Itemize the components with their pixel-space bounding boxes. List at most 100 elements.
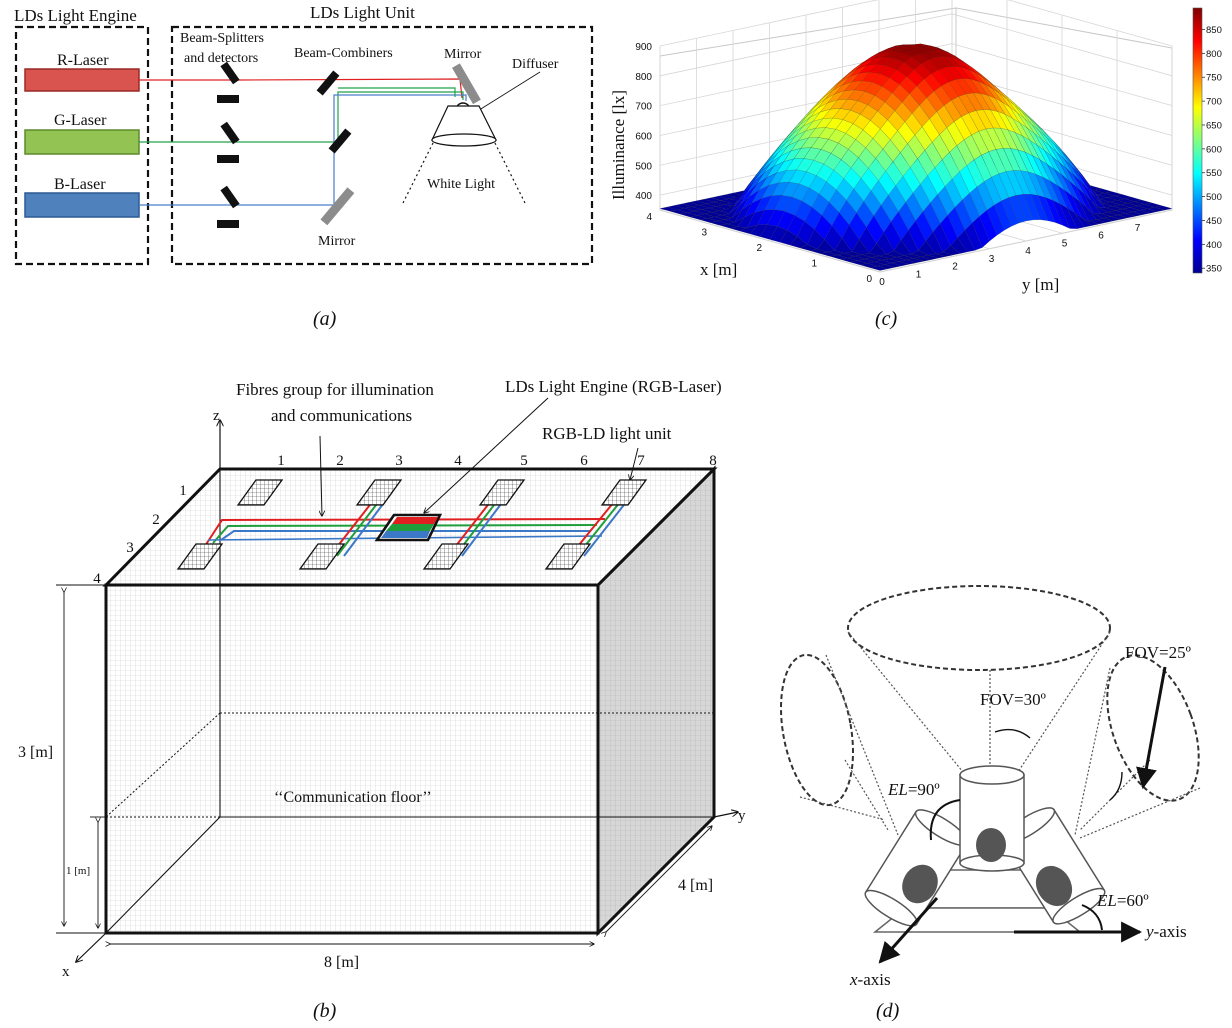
fov-top-arc [994, 728, 1031, 739]
el-top-arc [929, 799, 961, 841]
room-width-label: 4 [m] [678, 877, 713, 894]
light-unit-pointer [630, 447, 639, 480]
left-detector-lens [902, 864, 938, 904]
colorbar-tick-label: 700 [1206, 97, 1222, 108]
right-detector-lens [1035, 865, 1073, 907]
y-tick-label: 2 [952, 262, 958, 273]
light-unit-title: LDs Light Unit [310, 3, 415, 22]
x-tick-labels: 0 1 2 3 4 [646, 212, 872, 285]
x-axis-label-d: x-axis [849, 970, 891, 989]
mirror-bottom-label: Mirror [318, 234, 356, 249]
colorbar-tick-label: 650 [1206, 120, 1222, 131]
light-engine-box [14, 25, 150, 266]
side-grid-number: 1 [179, 483, 187, 499]
panel-d-receiver-diagram: FOV=30º FOV=25º [780, 585, 1201, 1022]
fibres-label-line2: and communications [271, 406, 412, 425]
lamp-aperture [431, 133, 497, 147]
colorbar-tick-label: 600 [1206, 144, 1222, 155]
el-side-label: EL=60º [1096, 891, 1149, 910]
mirror-top [452, 63, 481, 105]
side-grid-number: 3 [126, 540, 134, 556]
top-grid-number: 4 [454, 453, 462, 469]
communication-floor-outline [105, 712, 714, 818]
mirror-top-label: Mirror [444, 47, 482, 62]
x-axis-letter: x [62, 964, 70, 980]
right-fov-ellipse [1106, 654, 1200, 802]
y-tick-label: 1 [916, 269, 922, 280]
mirror-bottom [320, 187, 355, 226]
x-tick-label: 2 [756, 243, 762, 254]
beam-splitters [217, 61, 240, 228]
top-grid-number: 1 [277, 453, 285, 469]
top-grid-number: 3 [395, 453, 403, 469]
colorbar-tick-label: 450 [1206, 216, 1222, 227]
engine-pointer [424, 397, 549, 513]
white-light-ray-right [494, 142, 527, 206]
left-fov-rays [799, 654, 899, 836]
room-height-label: 3 [m] [18, 744, 53, 761]
room-length-label: 8 [m] [324, 954, 359, 971]
combined-beam-green [338, 87, 456, 97]
x-tick-label: 4 [646, 212, 652, 223]
splitters-label-line2: and detectors [184, 51, 258, 66]
y-tick-labels: 0 1 2 3 4 5 6 7 [879, 223, 1141, 288]
z-tick-label: 900 [635, 42, 652, 53]
panel-c-illuminance-surface-plot: 400 500 600 700 800 900 0 1 2 3 4 0 1 2 3 4 5 6 7 Illumi… [609, 0, 1222, 330]
y-axis-letter: y [738, 808, 746, 824]
top-grid-number: 6 [580, 453, 588, 469]
left-fov-ellipse [780, 653, 854, 807]
top-grid-number: 8 [709, 453, 717, 469]
y-tick-label: 4 [1025, 246, 1031, 257]
caption-c: (c) [875, 308, 898, 330]
x-axis-label: x [m] [700, 260, 737, 279]
communication-floor-label: ‘‘Communication floor’’ [274, 789, 432, 806]
splitters-label-line1: Beam-Splitters [180, 31, 264, 46]
top-grid-numbers: 1 2 3 4 5 6 7 8 [277, 453, 717, 469]
panel-a-light-engine-diagram: LDs Light Engine LDs Light Unit R-Laser … [14, 3, 594, 330]
colorbar-tick-label: 400 [1206, 240, 1222, 251]
green-beam [139, 91, 464, 143]
x-axis-arrow [878, 897, 939, 964]
z-axis-label: Illuminance [lx] [609, 90, 628, 200]
y-tick-label: 6 [1098, 231, 1104, 242]
room-front-wall [104, 583, 600, 935]
combiners-label: Beam-Combiners [294, 46, 393, 61]
top-grid-number: 2 [336, 453, 344, 469]
light-unit-box [170, 25, 594, 266]
floor-height-label: 1 [m] [66, 865, 90, 877]
side-grid-number: 2 [152, 512, 160, 528]
caption-b: (b) [313, 1000, 337, 1022]
rgb-laser-light-engine [374, 513, 443, 542]
z-tick-label: 700 [635, 102, 652, 113]
el-top-label: EL=90º [887, 780, 940, 799]
x-tick-label: 1 [811, 259, 817, 270]
fov-side-arc [1109, 771, 1123, 801]
side-grid-number: 4 [93, 571, 101, 587]
diffuser-pointer [475, 71, 541, 113]
white-light-ray-left [401, 142, 434, 206]
z-gridline [659, 0, 1173, 47]
x-tick-label: 0 [866, 274, 872, 285]
z-tick-label: 500 [635, 161, 652, 172]
illuminance-surface [659, 43, 1173, 271]
right-fov-rays [1074, 667, 1201, 839]
colorbar-tick-labels: 350 400 450 500 550 600 650 700 750 800 850 [1202, 25, 1222, 275]
colorbar-tick-label: 850 [1206, 25, 1222, 36]
engine-label: LDs Light Engine (RGB-Laser) [505, 377, 722, 396]
colorbar-tick-label: 350 [1206, 264, 1222, 275]
colorbar [1192, 7, 1203, 274]
z-tick-labels: 400 500 600 700 800 900 [635, 42, 652, 202]
surface-patch [869, 265, 888, 271]
x-axis [76, 932, 107, 962]
fov-top-label: FOV=30º [980, 690, 1046, 709]
top-fov-rays [847, 631, 1111, 773]
rgb-ld-light-units [176, 479, 648, 570]
fov-side-label: FOV=25º [1125, 643, 1191, 662]
panel-b-room-model: ‘‘Communication floor’’ z y x 3 [m] 1 [m… [18, 377, 746, 1022]
fibres-label-line1: Fibres group for illumination [236, 380, 434, 399]
top-grid-number: 7 [637, 453, 645, 469]
y-gridline [659, 46, 881, 273]
colorbar-tick-label: 550 [1206, 168, 1222, 179]
z-tick-label: 800 [635, 72, 652, 83]
light-unit-label: RGB-LD light unit [542, 424, 672, 443]
